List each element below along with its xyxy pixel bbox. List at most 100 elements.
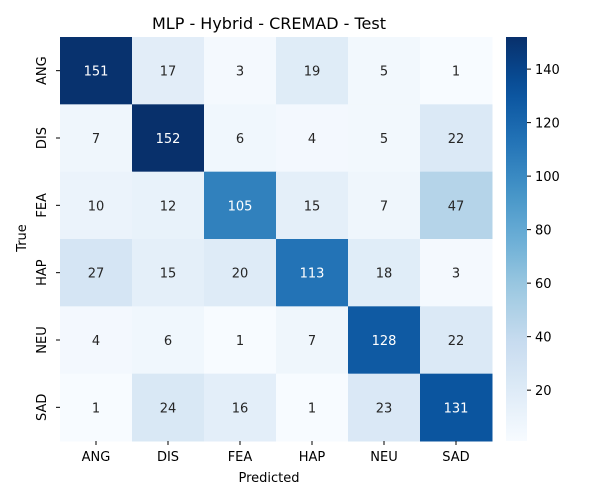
cell-value-label: 22 [448,334,465,349]
cell-value-label: 15 [160,267,177,282]
cell-HAP-HAP [276,239,349,307]
cell-DIS-NEU [348,104,421,173]
cell-HAP-DIS [132,239,205,307]
cell-DIS-FEA [204,104,277,173]
cell-SAD-FEA [204,373,277,442]
colorbar-tick-label: 120 [535,117,560,132]
chart-title: MLP - Hybrid - CREMAD - Test [152,14,386,33]
cell-DIS-ANG [60,104,133,173]
cell-value-label: 1 [308,401,316,416]
cell-NEU-SAD [420,306,493,375]
cell-value-label: 23 [376,401,393,416]
cell-value-label: 17 [160,65,177,80]
cell-value-label: 3 [452,267,460,282]
cell-value-label: 15 [304,199,321,214]
cell-FEA-NEU [348,171,421,240]
cell-value-label: 47 [448,199,465,214]
cell-value-label: 7 [92,132,100,147]
y-tick-label: ANG [35,56,50,85]
x-tick-label: FEA [228,450,253,465]
cell-value-label: 113 [300,267,325,282]
cell-value-label: 1 [236,334,244,349]
x-tick-label: NEU [370,450,397,465]
x-tick-label: ANG [82,450,111,465]
cell-value-label: 151 [84,65,109,80]
cell-HAP-SAD [420,239,493,307]
cell-NEU-NEU [348,306,421,375]
cell-value-label: 152 [156,132,181,147]
cell-ANG-HAP [276,37,349,105]
cell-FEA-DIS [132,171,205,240]
colorbar-ticks: 20 40 60 80 100 120 140 [527,63,560,399]
colorbar [506,37,527,441]
cell-HAP-ANG [60,239,133,307]
cell-DIS-DIS [132,104,205,173]
y-tick-label: HAP [35,259,50,286]
cell-ANG-SAD [420,37,493,105]
x-tick-label: HAP [299,450,326,465]
colorbar-tick-label: 60 [535,277,552,292]
cell-value-label: 6 [164,334,172,349]
cell-value-label: 12 [160,199,177,214]
cell-ANG-NEU [348,37,421,105]
cell-value-label: 1 [92,401,100,416]
cell-value-label: 10 [88,199,105,214]
y-tick-labels: ANG DIS FEA HAP NEU SAD [35,56,60,421]
cell-value-label: 6 [236,132,244,147]
cell-value-label: 24 [160,401,177,416]
cell-value-label: 19 [304,65,321,80]
x-tick-label: DIS [157,450,179,465]
y-tick-label: SAD [35,394,50,421]
cell-NEU-ANG [60,306,133,375]
cell-value-label: 4 [308,132,316,147]
colorbar-tick-label: 20 [535,384,552,399]
cell-DIS-HAP [276,104,349,173]
cell-ANG-ANG [60,37,133,105]
cell-value-label: 22 [448,132,465,147]
x-axis-label: Predicted [238,471,299,486]
x-tick-label: SAD [442,450,469,465]
colorbar-tick-label: 140 [535,63,560,78]
y-tick-label: DIS [35,127,50,149]
cell-value-label: 4 [92,334,100,349]
x-tick-labels: ANG DIS FEA HAP NEU SAD [82,441,470,465]
cell-value-label: 128 [372,334,397,349]
cell-value-label: 1 [452,65,460,80]
cell-NEU-DIS [132,306,205,375]
cell-value-label: 20 [232,267,249,282]
cell-value-label: 27 [88,267,105,282]
colorbar-tick-label: 100 [535,170,560,185]
cell-value-label: 5 [380,132,388,147]
colorbar-tick-label: 40 [535,331,552,346]
cell-FEA-SAD [420,171,493,240]
cell-value-label: 5 [380,65,388,80]
cell-NEU-HAP [276,306,349,375]
cell-FEA-ANG [60,171,133,240]
cell-value-label: 16 [232,401,249,416]
y-tick-label: NEU [35,326,50,353]
cell-value-label: 7 [308,334,316,349]
cell-value-label: 131 [444,401,469,416]
cell-value-label: 18 [376,267,393,282]
cell-SAD-HAP [276,373,349,442]
cell-FEA-FEA [204,171,277,240]
cell-SAD-SAD [420,373,493,442]
y-axis-label: True [15,224,30,253]
cell-NEU-FEA [204,306,277,375]
cell-SAD-NEU [348,373,421,442]
cell-HAP-NEU [348,239,421,307]
cell-value-label: 105 [228,199,253,214]
cell-value-label: 3 [236,65,244,80]
cell-HAP-FEA [204,239,277,307]
cell-ANG-FEA [204,37,277,105]
y-tick-label: FEA [35,193,50,218]
cell-value-label: 7 [380,199,388,214]
cell-SAD-DIS [132,373,205,442]
cell-ANG-DIS [132,37,205,105]
cell-DIS-SAD [420,104,493,173]
colorbar-tick-label: 80 [535,224,552,239]
cell-FEA-HAP [276,171,349,240]
cell-SAD-ANG [60,373,133,442]
